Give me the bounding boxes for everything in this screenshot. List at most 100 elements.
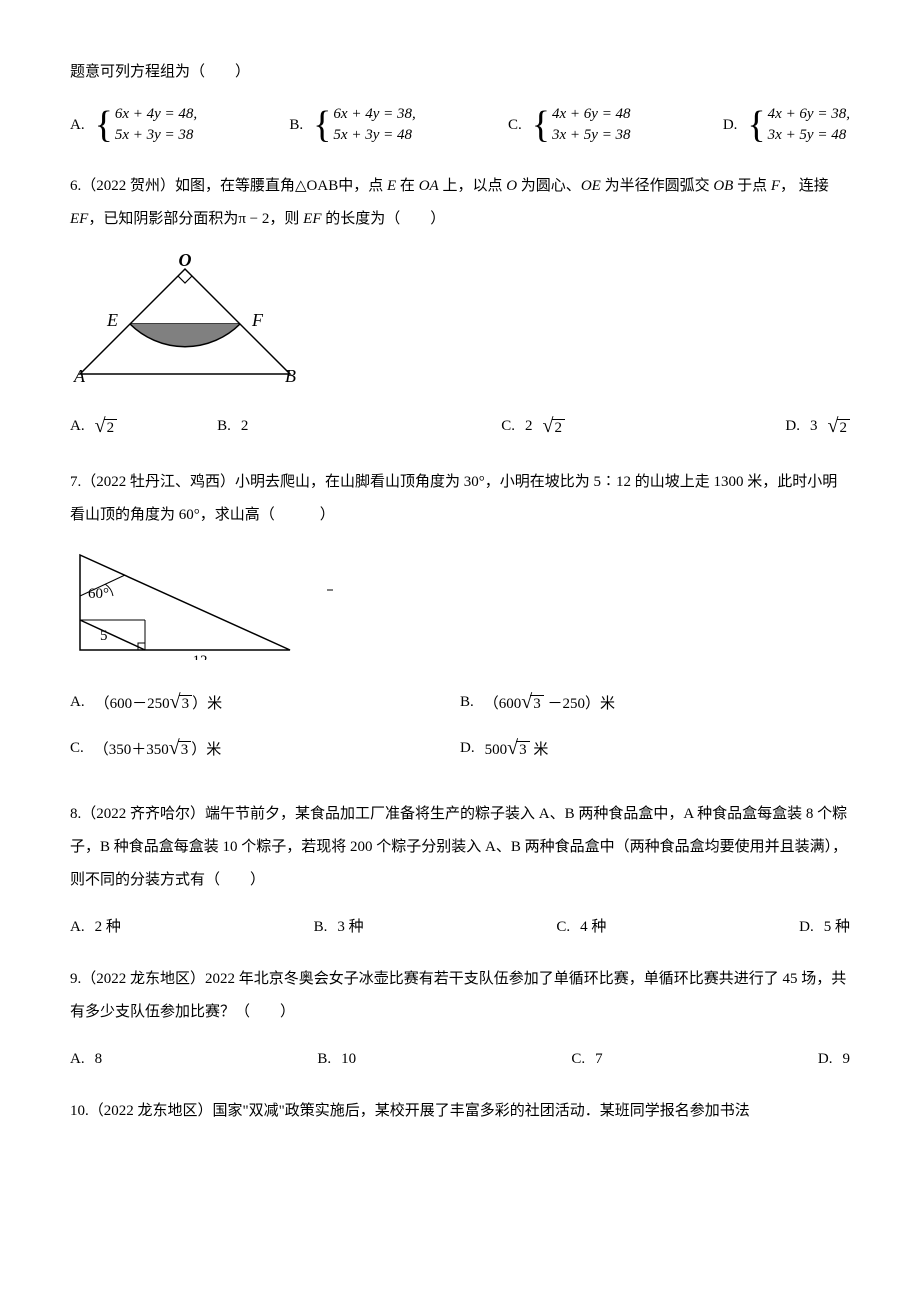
var: EF xyxy=(303,211,321,227)
brace-icon: { xyxy=(532,108,550,142)
q5-choice-c: C. { 4x + 6y = 48 3x + 5y = 38 xyxy=(508,104,631,146)
var: OA xyxy=(419,178,439,194)
q8-choice-c: C.4 种 xyxy=(556,915,606,939)
choice-text: 8 xyxy=(95,1047,103,1071)
text: ，已知阴影部分面积为 xyxy=(88,211,238,227)
svg-text:A: A xyxy=(73,366,86,384)
coef: 2 xyxy=(525,414,533,438)
choice-label: C. xyxy=(501,414,515,438)
choice-label: A. xyxy=(70,113,85,137)
choice-label: A. xyxy=(70,414,85,438)
coef: 3 xyxy=(810,414,818,438)
equation: 5x + 3y = 38 xyxy=(115,125,197,146)
var: OB xyxy=(713,178,733,194)
choice-label: B. xyxy=(289,113,303,137)
q7-choice-d: D. 500√3 米 xyxy=(460,732,850,764)
text: 的长度为（ ） xyxy=(321,211,445,227)
equation: 4x + 6y = 38, xyxy=(768,104,850,125)
choice-label: D. xyxy=(723,113,738,137)
text: 在 xyxy=(396,178,419,194)
text: 上，以点 xyxy=(439,178,507,194)
equation-system: { 4x + 6y = 48 3x + 5y = 38 xyxy=(532,104,631,146)
math-text: π − 2 xyxy=(238,211,269,227)
triangle-diagram-icon: O E F A B xyxy=(70,254,300,384)
q7-choice-b: B. （600√3 －250）米 xyxy=(460,686,850,718)
choice-text: 2 种 xyxy=(95,915,121,939)
var: OE xyxy=(581,178,601,194)
svg-text:B: B xyxy=(285,366,296,384)
center-marker-icon xyxy=(327,589,333,591)
choice-label: D. xyxy=(799,915,814,939)
choice-label: B. xyxy=(317,1047,331,1071)
q9-choice-d: D. 9 xyxy=(818,1047,850,1071)
choice-text: （600√3 －250）米 xyxy=(484,686,615,718)
intro-line: 题意可列方程组为（ ） xyxy=(70,60,850,84)
q7-choice-a: A. （600－250√3）米 xyxy=(70,686,460,718)
sqrt-expr: √2 xyxy=(543,410,565,442)
q6-text: 6.（2022 贺州）如图，在等腰直角△OAB中，点 E 在 OA 上，以点 O… xyxy=(70,170,850,236)
choice-text: 4 种 xyxy=(580,915,606,939)
equation: 6x + 4y = 48, xyxy=(115,104,197,125)
equation-system: { 6x + 4y = 48, 5x + 3y = 38 xyxy=(95,104,198,146)
q6-choices: A. √2 B. 2 C. 2 √2 D. 3 √2 xyxy=(70,410,850,442)
equation-system: { 6x + 4y = 38, 5x + 3y = 48 xyxy=(313,104,416,146)
svg-text:E: E xyxy=(106,310,118,330)
equation: 6x + 4y = 38, xyxy=(333,104,415,125)
q10-text: 10.（2022 龙东地区）国家"双减"政策实施后，某校开展了丰富多彩的社团活动… xyxy=(70,1095,850,1128)
choice-text: 10 xyxy=(341,1047,356,1071)
math-text: △OAB xyxy=(295,178,338,194)
q6-figure: O E F A B xyxy=(70,254,850,392)
choice-label: C. xyxy=(70,736,84,760)
q5-choice-a: A. { 6x + 4y = 48, 5x + 3y = 38 xyxy=(70,104,197,146)
choice-text: 3 种 xyxy=(337,915,363,939)
q5-choice-d: D. { 4x + 6y = 38, 3x + 5y = 48 xyxy=(723,104,850,146)
svg-text:60°: 60° xyxy=(88,586,109,602)
q6-choice-c: C. 2 √2 xyxy=(501,410,785,442)
q8-choice-d: D.5 种 xyxy=(799,915,850,939)
equation: 3x + 5y = 48 xyxy=(768,125,850,146)
equation: 3x + 5y = 38 xyxy=(552,125,631,146)
choice-label: D. xyxy=(818,1047,833,1071)
choice-label: B. xyxy=(217,414,231,438)
q8-choices: A.2 种 B. 3 种 C.4 种 D.5 种 xyxy=(70,915,850,939)
svg-text:12: 12 xyxy=(193,653,208,660)
choice-label: C. xyxy=(571,1047,585,1071)
text: 于点 xyxy=(733,178,771,194)
var: E xyxy=(387,178,396,194)
svg-text:5: 5 xyxy=(100,628,108,644)
var: F xyxy=(771,178,780,194)
equation-system: { 4x + 6y = 38, 3x + 5y = 48 xyxy=(747,104,850,146)
q6-choice-b: B. 2 xyxy=(217,414,501,438)
choice-text: 7 xyxy=(595,1047,603,1071)
q8-text: 8.（2022 齐齐哈尔）端午节前夕，某食品加工厂准备将生产的粽子装入 A、B … xyxy=(70,798,850,897)
choice-text: （600－250√3）米 xyxy=(95,686,223,718)
sqrt-expr: √2 xyxy=(828,410,850,442)
choice-label: C. xyxy=(508,113,522,137)
text: ，则 xyxy=(269,211,303,227)
q7-choice-c: C. （350＋350√3）米 xyxy=(70,732,460,764)
q9-choice-b: B. 10 xyxy=(317,1047,356,1071)
choice-label: A. xyxy=(70,690,85,714)
q8-choice-a: A.2 种 xyxy=(70,915,121,939)
choice-text: 2 xyxy=(241,414,249,438)
q5-choice-b: B. { 6x + 4y = 38, 5x + 3y = 48 xyxy=(289,104,415,146)
sqrt-expr: √2 xyxy=(95,410,117,442)
text: 为半径作圆弧交 xyxy=(601,178,714,194)
q7-choices: A. （600－250√3）米 B. （600√3 －250）米 C. （350… xyxy=(70,686,850,778)
brace-icon: { xyxy=(313,108,331,142)
brace-icon: { xyxy=(95,108,113,142)
choice-text: 9 xyxy=(842,1047,850,1071)
choice-label: A. xyxy=(70,1047,85,1071)
choice-label: B. xyxy=(314,915,328,939)
text: 连接 xyxy=(799,178,829,194)
text: 6.（2022 贺州）如图，在等腰直角 xyxy=(70,178,295,194)
q6-choice-d: D. 3 √2 xyxy=(785,410,850,442)
q9-choice-c: C. 7 xyxy=(571,1047,602,1071)
text: ， xyxy=(780,178,795,194)
equation: 5x + 3y = 48 xyxy=(333,125,415,146)
choice-label: D. xyxy=(785,414,800,438)
q9-choice-a: A. 8 xyxy=(70,1047,102,1071)
svg-text:F: F xyxy=(251,310,264,330)
q7-figure: 60° 5 12 xyxy=(70,550,850,668)
svg-text:O: O xyxy=(179,254,192,270)
